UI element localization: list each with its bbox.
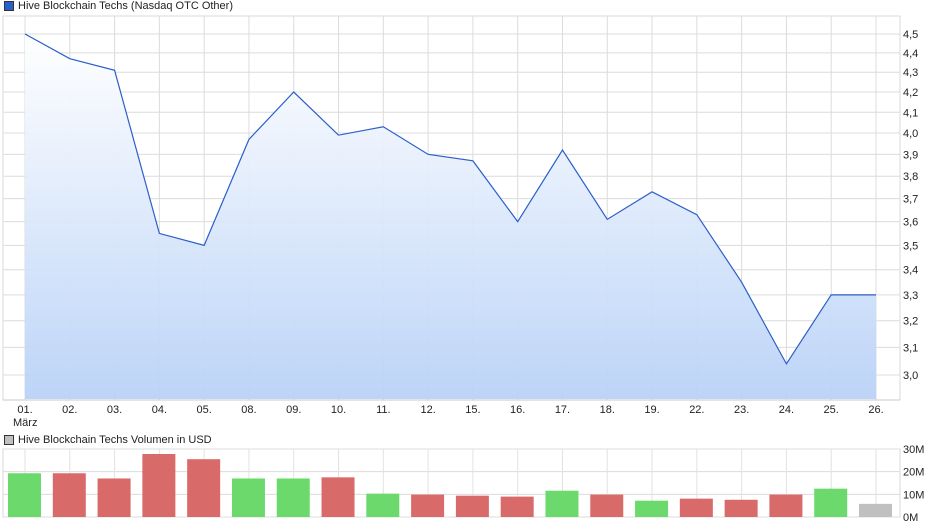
price-ytick-label: 3,4: [903, 265, 918, 277]
price-ytick-label: 3,2: [903, 316, 918, 328]
price-ytick-label: 3,3: [903, 290, 918, 302]
x-tick-label: 25.: [824, 404, 839, 416]
volume-bar: [52, 473, 86, 517]
x-tick-label: 22.: [689, 404, 704, 416]
price-ytick-label: 3,9: [903, 149, 918, 161]
x-tick-label: 18.: [600, 404, 615, 416]
x-tick-label: 26.: [868, 404, 883, 416]
x-tick-label: 03.: [107, 404, 122, 416]
volume-plot-area: [2, 448, 901, 518]
x-tick-label: 23.: [734, 404, 749, 416]
price-ytick-label: 3,5: [903, 240, 918, 252]
volume-bar: [231, 478, 265, 517]
volume-legend-swatch: [4, 435, 14, 445]
price-ytick-label: 4,4: [903, 48, 918, 60]
volume-bar: [635, 500, 669, 517]
volume-bar: [411, 494, 445, 517]
volume-bar: [366, 493, 400, 517]
price-area: [25, 34, 876, 399]
price-ytick-label: 3,0: [903, 370, 918, 382]
x-tick-label: 24.: [779, 404, 794, 416]
x-tick-label: 05.: [197, 404, 212, 416]
volume-ytick-label: 30M: [903, 444, 924, 456]
x-tick-label: 15.: [465, 404, 480, 416]
price-ytick-label: 4,5: [903, 29, 918, 41]
volume-bar: [545, 490, 579, 517]
price-ytick-label: 4,0: [903, 128, 918, 140]
price-ytick-label: 4,1: [903, 107, 918, 119]
volume-ytick-label: 0M: [903, 512, 918, 524]
x-tick-label: 10.: [331, 404, 346, 416]
price-ytick-label: 4,3: [903, 67, 918, 79]
price-ytick-label: 3,7: [903, 194, 918, 206]
volume-bar: [814, 488, 848, 517]
volume-bar: [321, 477, 355, 517]
volume-legend: Hive Blockchain Techs Volumen in USD: [4, 434, 212, 446]
volume-bar: [769, 494, 803, 517]
x-tick-label: 08.: [241, 404, 256, 416]
volume-bar: [187, 459, 221, 517]
price-legend-label: Hive Blockchain Techs (Nasdaq OTC Other): [18, 0, 233, 12]
volume-bar: [142, 453, 176, 517]
volume-bar: [590, 494, 624, 517]
x-tick-label: 09.: [286, 404, 301, 416]
price-line: [24, 33, 876, 366]
volume-bar: [455, 495, 489, 517]
x-tick-label: 01.: [17, 404, 32, 416]
volume-bar: [724, 499, 758, 517]
volume-bar: [679, 498, 713, 517]
volume-ytick-label: 10M: [903, 489, 924, 501]
price-ytick-label: 4,2: [903, 87, 918, 99]
price-ytick-label: 3,1: [903, 342, 918, 354]
x-tick-label: 04.: [152, 404, 167, 416]
x-tick-label: 12.: [420, 404, 435, 416]
volume-bar: [859, 503, 892, 517]
price-ytick-label: 3,8: [903, 171, 918, 183]
price-legend-swatch: [4, 1, 14, 11]
x-tick-label: 17.: [555, 404, 570, 416]
x-tick-label: 16.: [510, 404, 525, 416]
price-ytick-label: 3,6: [903, 217, 918, 229]
volume-ytick-label: 20M: [903, 467, 924, 479]
volume-bar: [8, 473, 41, 517]
volume-bar: [276, 478, 310, 517]
x-tick-label: 19.: [644, 404, 659, 416]
x-tick-label: 02.: [62, 404, 77, 416]
volume-legend-label: Hive Blockchain Techs Volumen in USD: [18, 434, 212, 446]
x-month-label: März: [13, 417, 37, 429]
volume-bar: [97, 478, 131, 517]
volume-bar: [500, 496, 534, 517]
x-tick-label: 11.: [376, 404, 390, 416]
price-legend: Hive Blockchain Techs (Nasdaq OTC Other): [4, 0, 233, 12]
